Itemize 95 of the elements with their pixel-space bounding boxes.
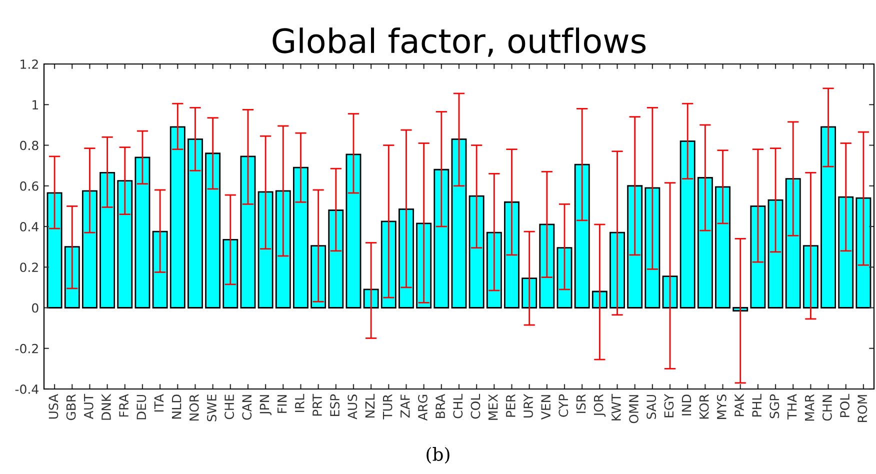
y-tick-label: 0.6 [20, 181, 38, 191]
x-tick-label: DEU [136, 394, 146, 420]
bar [134, 156, 150, 308]
y-tick-label: 1.2 [20, 59, 38, 69]
y-tick-label: 0 [32, 303, 38, 313]
bar [188, 138, 203, 308]
bar [451, 138, 467, 308]
x-tick-label: CYP [558, 394, 568, 417]
x-tick-label: EGY [664, 394, 674, 418]
x-tick-label: PRT [312, 394, 322, 416]
x-tick-label: MAR [805, 394, 814, 421]
bar [346, 154, 362, 308]
text: (b) [426, 447, 450, 464]
bar [820, 126, 836, 308]
x-tick-label: MYS [716, 394, 726, 419]
bar [556, 247, 572, 308]
x-tick-label: TUR [382, 394, 392, 420]
x-tick-label: POL [840, 394, 850, 417]
x-tick-label: PER [506, 394, 516, 417]
x-tick-label: NZL [365, 394, 375, 418]
x-tick-label: OMN [629, 395, 638, 424]
x-tick-label: NLD [172, 394, 182, 419]
bar [64, 246, 80, 308]
bar [328, 210, 344, 308]
x-tick-label: JPN [260, 395, 272, 416]
bar [627, 185, 643, 308]
y-tick-label: 0.8 [20, 140, 38, 150]
x-tick-label: PHL [752, 394, 762, 417]
bar [117, 180, 133, 308]
x-tick-label: ARG [418, 394, 428, 421]
bar [856, 197, 872, 308]
x-tick-label: AUT [84, 394, 94, 420]
x-tick-label: JOR [594, 394, 606, 417]
x-tick-label: URY [524, 394, 533, 418]
x-tick-label: AUS [348, 394, 358, 420]
x-tick-label: ISR [576, 394, 586, 413]
bar [697, 177, 713, 308]
x-tick-label: USA [48, 394, 58, 419]
bar [715, 186, 730, 308]
x-tick-label: ITA [154, 394, 164, 412]
bar [574, 164, 590, 308]
x-tick-label: DNK [102, 394, 111, 420]
bar [539, 224, 555, 308]
x-tick-label: MEX [488, 394, 498, 420]
bar [82, 190, 98, 308]
x-tick-label: COL [470, 394, 480, 419]
y-tick-label: 1 [32, 100, 38, 110]
y-tick-label: 0.4 [20, 222, 38, 232]
x-tick-label: PAK [734, 394, 744, 416]
bar [240, 156, 256, 308]
bar [100, 172, 116, 308]
bar [644, 187, 660, 308]
bar [838, 196, 854, 308]
x-tick-label: VEN [541, 395, 550, 420]
bar [293, 166, 308, 308]
x-tick-label: GBR [66, 394, 76, 420]
bar [785, 178, 801, 308]
x-tick-label: NOR [189, 394, 199, 421]
bar [434, 168, 450, 308]
x-tick-label: THA [787, 394, 797, 420]
bar [205, 152, 221, 308]
x-tick-label: ROM [858, 395, 868, 422]
bar [768, 199, 784, 308]
x-tick-label: CAN [242, 395, 252, 420]
x-tick-label: SWE [206, 394, 216, 422]
x-tick-label: KOR [699, 394, 709, 419]
x-tick-label: KWT [612, 394, 621, 420]
bar [258, 191, 274, 308]
y-tick-label: -0.2 [15, 344, 38, 354]
x-tick-label: IND [682, 394, 692, 416]
bar [170, 126, 186, 308]
bar [662, 276, 678, 308]
y-tick-label: -0.4 [15, 384, 38, 394]
bar [275, 190, 291, 308]
x-tick-label: ZAF [400, 394, 410, 418]
x-tick-label: IRL [295, 394, 304, 412]
x-tick-label: ESP [330, 394, 340, 416]
x-tick-label: BRA [436, 394, 445, 418]
x-tick-label: SGP [770, 394, 780, 418]
x-tick-label: SAU [646, 394, 656, 419]
x-tick-label: CHE [224, 394, 234, 420]
y-tick-label: 0.2 [20, 262, 38, 272]
x-tick-label: FRA [119, 394, 128, 417]
x-tick-label: CHL [453, 394, 463, 418]
bar [152, 230, 168, 308]
bar [222, 239, 238, 308]
bar [468, 195, 484, 308]
bar [486, 232, 502, 308]
chart-title: Global factor, outflows [272, 28, 646, 57]
bar [750, 205, 766, 308]
x-tick-label: CHN [822, 395, 832, 421]
bar [46, 192, 62, 308]
bar [504, 201, 520, 308]
x-tick-label: FIN [277, 395, 287, 413]
bar [680, 140, 696, 308]
